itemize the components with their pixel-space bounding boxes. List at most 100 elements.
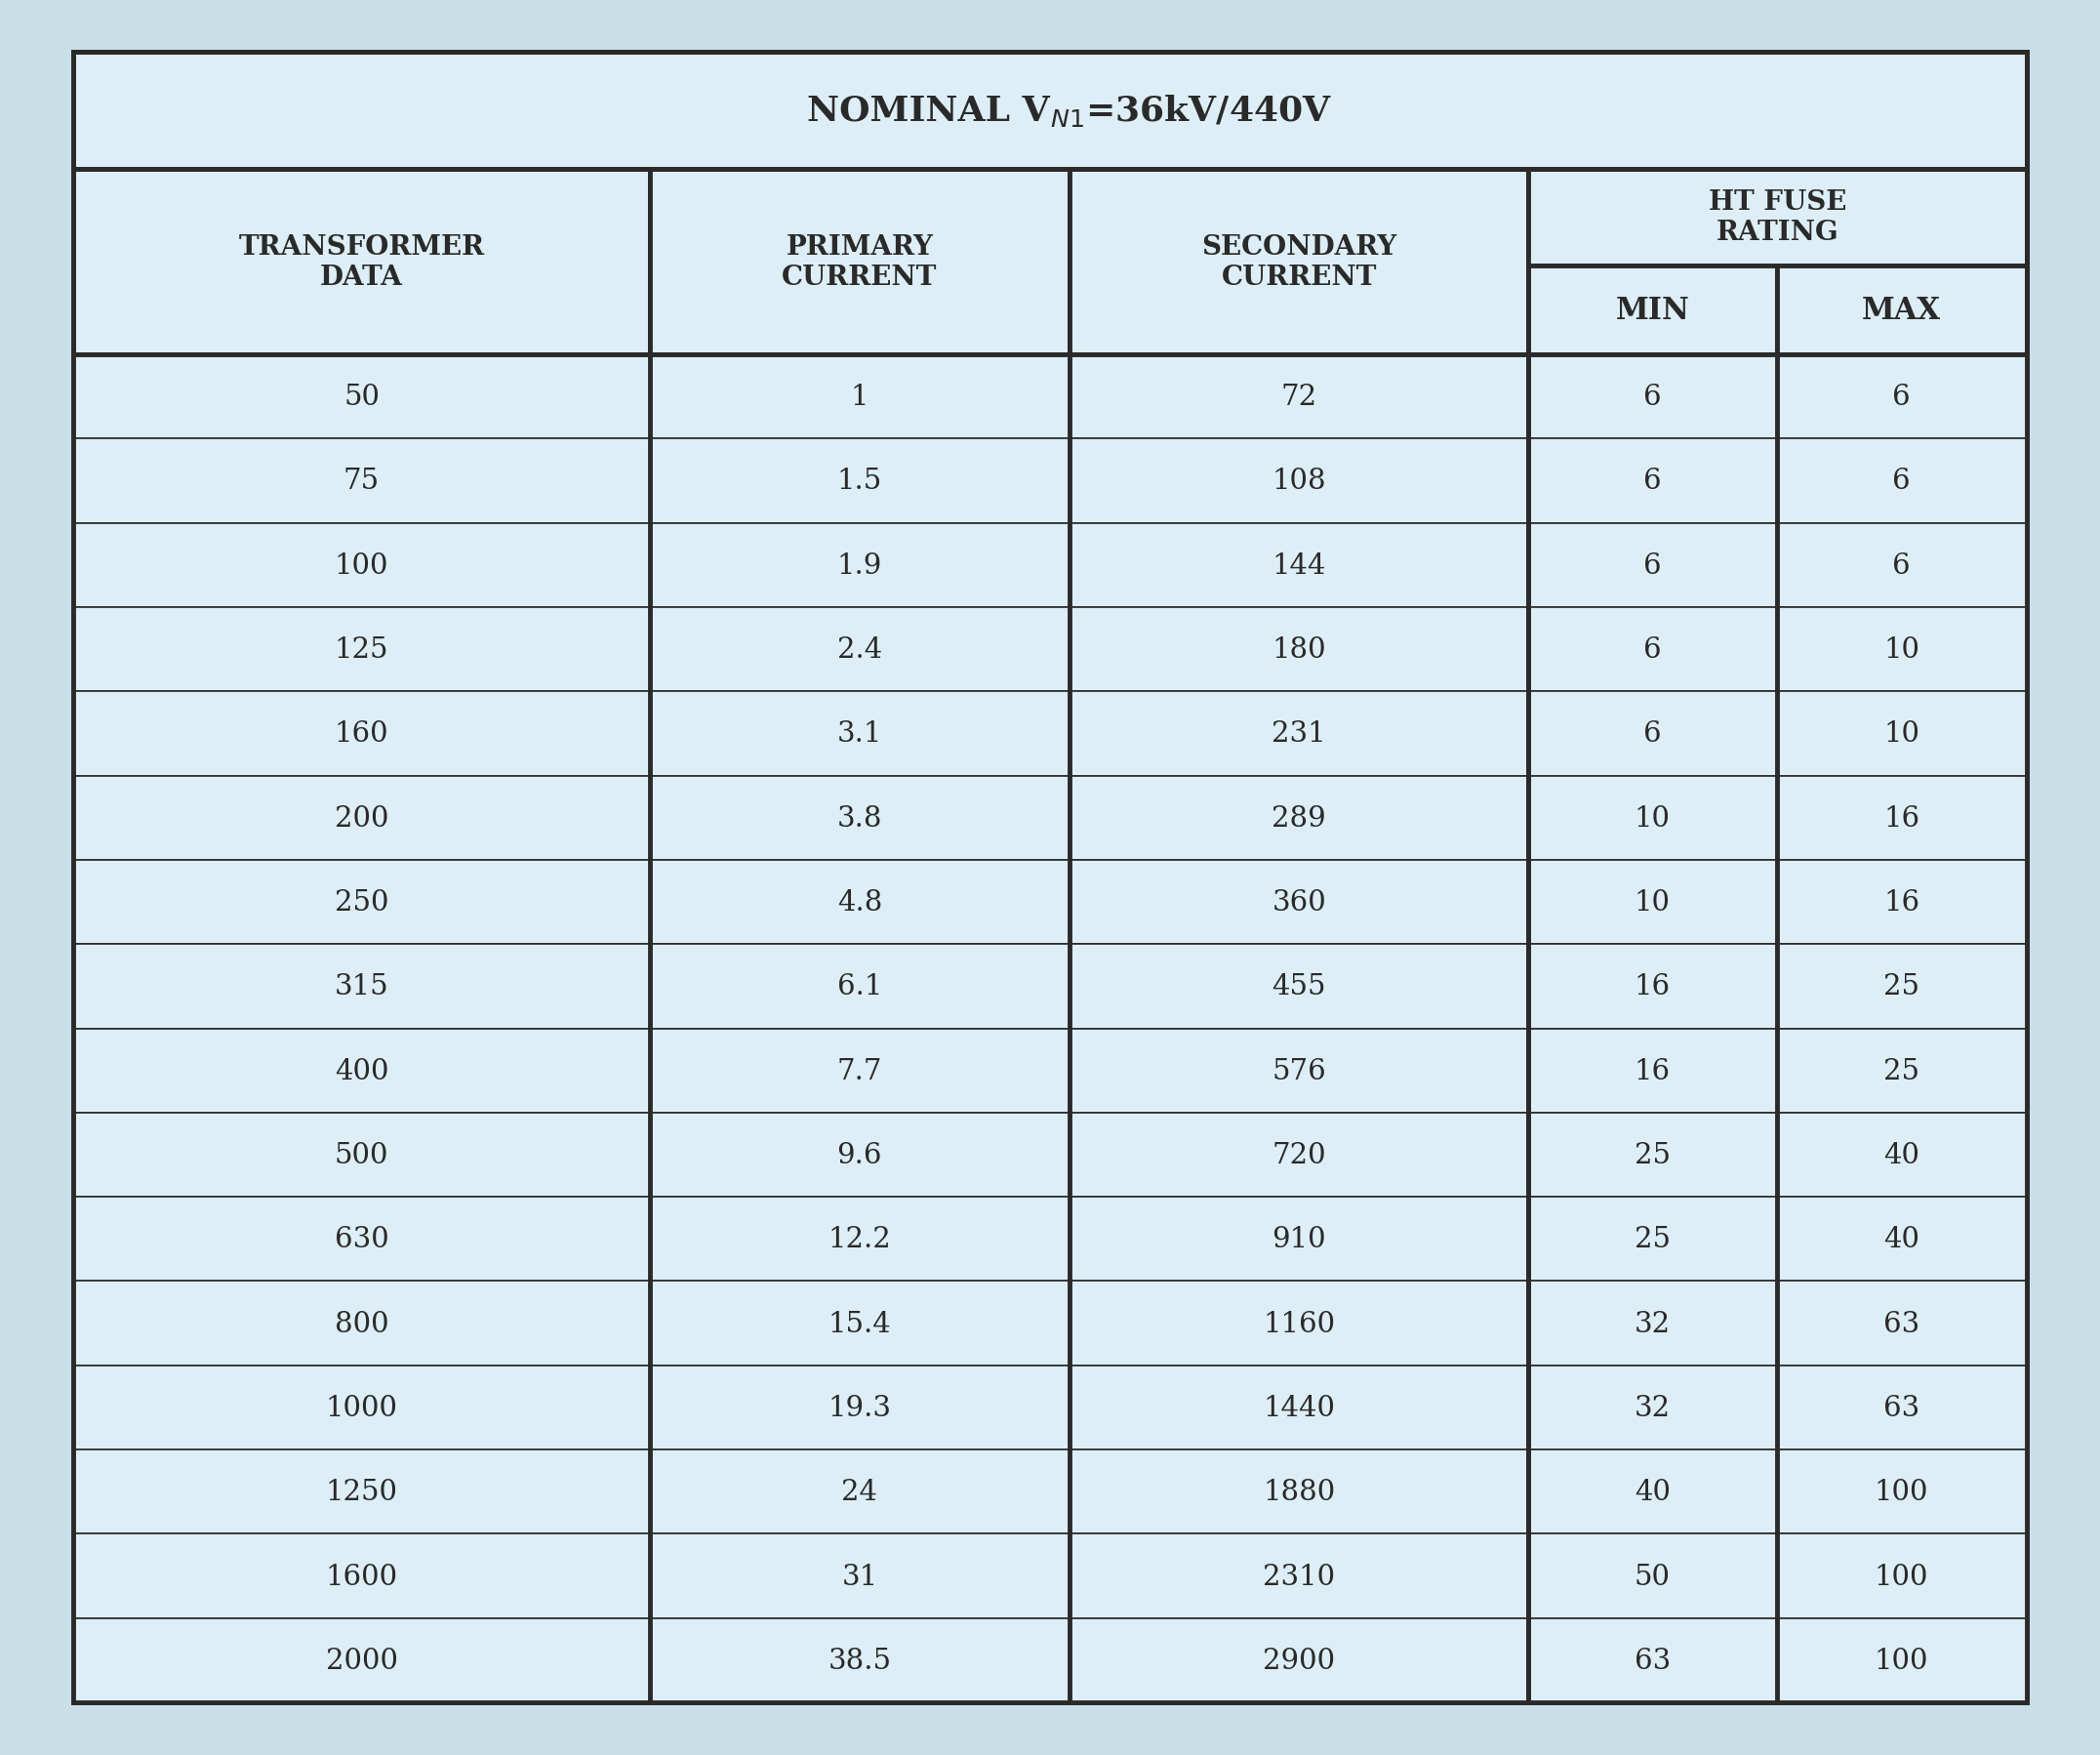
Text: HT FUSE
RATING: HT FUSE RATING bbox=[1709, 190, 1846, 246]
Bar bbox=[1777, 1618, 2026, 1702]
Text: 400: 400 bbox=[334, 1057, 388, 1085]
Bar bbox=[74, 170, 649, 355]
Bar bbox=[1777, 1281, 2026, 1365]
Bar bbox=[74, 691, 649, 776]
Text: 24: 24 bbox=[842, 1478, 878, 1506]
Bar bbox=[1777, 1113, 2026, 1197]
Bar bbox=[1529, 776, 1777, 860]
Text: 1: 1 bbox=[850, 384, 869, 411]
Bar bbox=[1069, 1618, 1529, 1702]
Bar bbox=[1069, 860, 1529, 944]
Bar bbox=[649, 776, 1069, 860]
Text: 10: 10 bbox=[1634, 888, 1672, 916]
Bar bbox=[649, 944, 1069, 1028]
Text: 1250: 1250 bbox=[326, 1478, 397, 1506]
Bar bbox=[1529, 944, 1777, 1028]
Text: 12.2: 12.2 bbox=[827, 1225, 890, 1253]
Text: 25: 25 bbox=[1884, 972, 1919, 1000]
Bar bbox=[1069, 523, 1529, 607]
Bar bbox=[1069, 1113, 1529, 1197]
Bar bbox=[74, 1281, 649, 1365]
Text: 32: 32 bbox=[1634, 1309, 1672, 1337]
Text: 4.8: 4.8 bbox=[838, 888, 882, 916]
Bar bbox=[649, 439, 1069, 523]
Text: PRIMARY
CURRENT: PRIMARY CURRENT bbox=[781, 233, 937, 291]
Text: 125: 125 bbox=[334, 635, 388, 663]
Text: 10: 10 bbox=[1884, 720, 1919, 748]
Text: 1.9: 1.9 bbox=[838, 551, 882, 579]
Bar bbox=[1529, 1534, 1777, 1618]
Bar bbox=[1529, 1618, 1777, 1702]
Text: 231: 231 bbox=[1273, 720, 1325, 748]
Text: 16: 16 bbox=[1634, 972, 1672, 1000]
Text: TRANSFORMER
DATA: TRANSFORMER DATA bbox=[239, 233, 485, 291]
Bar bbox=[1069, 1281, 1529, 1365]
Bar bbox=[1777, 776, 2026, 860]
Text: 2900: 2900 bbox=[1262, 1646, 1336, 1674]
Text: 40: 40 bbox=[1884, 1225, 1919, 1253]
Bar bbox=[1069, 355, 1529, 439]
Bar bbox=[1069, 1450, 1529, 1534]
Text: 6: 6 bbox=[1644, 635, 1661, 663]
Text: 40: 40 bbox=[1634, 1478, 1672, 1506]
Bar bbox=[1777, 267, 2026, 355]
Text: 25: 25 bbox=[1884, 1057, 1919, 1085]
Bar bbox=[1529, 267, 1777, 355]
Bar bbox=[74, 1618, 649, 1702]
Bar bbox=[1529, 1197, 1777, 1281]
Bar bbox=[1777, 944, 2026, 1028]
Text: 360: 360 bbox=[1273, 888, 1327, 916]
Text: 500: 500 bbox=[334, 1141, 388, 1169]
Bar bbox=[1529, 439, 1777, 523]
Text: 200: 200 bbox=[334, 804, 388, 832]
Bar bbox=[74, 1113, 649, 1197]
Bar bbox=[649, 1534, 1069, 1618]
Bar bbox=[1529, 607, 1777, 691]
Bar bbox=[74, 607, 649, 691]
Text: 6: 6 bbox=[1644, 720, 1661, 748]
Text: 63: 63 bbox=[1884, 1393, 1919, 1422]
Bar bbox=[1069, 1365, 1529, 1450]
Text: 10: 10 bbox=[1634, 804, 1672, 832]
Bar bbox=[1777, 1450, 2026, 1534]
Text: 100: 100 bbox=[1875, 1562, 1928, 1590]
Text: 16: 16 bbox=[1884, 804, 1919, 832]
Text: 6: 6 bbox=[1892, 384, 1911, 411]
Text: 9.6: 9.6 bbox=[838, 1141, 882, 1169]
Bar bbox=[74, 776, 649, 860]
Bar bbox=[649, 1281, 1069, 1365]
Text: 6: 6 bbox=[1892, 551, 1911, 579]
Bar bbox=[1777, 523, 2026, 607]
Text: 50: 50 bbox=[344, 384, 380, 411]
Bar bbox=[1529, 170, 2026, 267]
Bar bbox=[649, 1365, 1069, 1450]
Text: 100: 100 bbox=[334, 551, 388, 579]
Bar bbox=[1777, 1028, 2026, 1113]
Text: 3.1: 3.1 bbox=[838, 720, 882, 748]
Bar bbox=[74, 1450, 649, 1534]
Bar bbox=[1529, 860, 1777, 944]
Bar bbox=[74, 439, 649, 523]
Text: 100: 100 bbox=[1875, 1478, 1928, 1506]
Text: NOMINAL V: NOMINAL V bbox=[806, 95, 1050, 128]
Bar bbox=[1777, 1365, 2026, 1450]
Text: 6: 6 bbox=[1892, 469, 1911, 495]
Bar bbox=[1777, 439, 2026, 523]
Bar bbox=[1069, 1028, 1529, 1113]
Text: 32: 32 bbox=[1634, 1393, 1672, 1422]
Bar bbox=[74, 1534, 649, 1618]
Text: 455: 455 bbox=[1273, 972, 1325, 1000]
Bar bbox=[649, 1113, 1069, 1197]
Bar bbox=[74, 53, 2026, 170]
Bar bbox=[1529, 1113, 1777, 1197]
Bar bbox=[649, 1450, 1069, 1534]
Text: 72: 72 bbox=[1281, 384, 1317, 411]
Text: 19.3: 19.3 bbox=[827, 1393, 890, 1422]
Bar bbox=[1529, 523, 1777, 607]
Text: 1000: 1000 bbox=[326, 1393, 397, 1422]
Bar bbox=[1529, 1281, 1777, 1365]
Bar bbox=[74, 1028, 649, 1113]
Bar bbox=[1777, 1197, 2026, 1281]
Text: 6: 6 bbox=[1644, 384, 1661, 411]
Text: 6.1: 6.1 bbox=[838, 972, 882, 1000]
